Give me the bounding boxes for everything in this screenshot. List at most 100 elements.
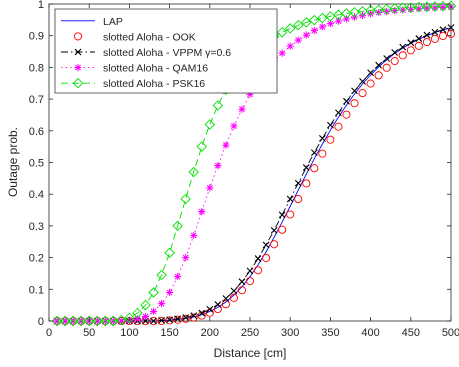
series-marker bbox=[174, 273, 182, 281]
series-marker bbox=[67, 315, 79, 327]
series-marker bbox=[212, 100, 224, 111]
y-tick-label: 0.6 bbox=[29, 126, 44, 138]
series-marker bbox=[367, 69, 374, 77]
x-tick-label: 350 bbox=[321, 327, 339, 339]
series-marker bbox=[148, 287, 159, 298]
series-marker bbox=[447, 24, 455, 31]
legend-label: LAP bbox=[103, 16, 123, 28]
series-marker bbox=[334, 122, 343, 131]
series-marker bbox=[92, 315, 103, 327]
series-marker bbox=[302, 31, 310, 39]
series-marker bbox=[423, 4, 431, 12]
x-tick-label: 400 bbox=[361, 327, 379, 339]
legend: LAP slotted Aloha - OOK slotted Aloha - VP… bbox=[54, 8, 278, 94]
series-line bbox=[57, 5, 452, 322]
series-marker bbox=[59, 315, 71, 327]
series-marker bbox=[230, 122, 238, 130]
series-marker bbox=[245, 277, 255, 286]
series-marker bbox=[141, 312, 150, 321]
series-marker bbox=[343, 97, 350, 105]
y-tick-label: 0.8 bbox=[29, 62, 44, 74]
series-marker bbox=[415, 5, 423, 13]
series-marker bbox=[350, 99, 359, 108]
series-marker bbox=[172, 220, 183, 232]
series-marker bbox=[75, 315, 87, 327]
series-marker bbox=[381, 3, 392, 15]
series-marker bbox=[158, 316, 165, 324]
series-marker bbox=[157, 299, 166, 308]
x-tick-label: 500 bbox=[442, 327, 459, 339]
series-marker bbox=[335, 109, 342, 117]
series-marker bbox=[405, 2, 417, 13]
y-tick-label: 0.4 bbox=[29, 189, 44, 201]
series-marker bbox=[437, 0, 449, 12]
series-marker bbox=[238, 278, 246, 286]
series-marker bbox=[213, 304, 222, 314]
series-marker bbox=[229, 293, 238, 302]
series-marker bbox=[399, 43, 407, 51]
series-marker bbox=[190, 312, 198, 319]
y-tick-label: 0.7 bbox=[29, 94, 44, 106]
series-marker bbox=[302, 164, 310, 171]
series-marker bbox=[164, 247, 175, 259]
series-marker bbox=[116, 314, 127, 326]
y-tick-label: 0.3 bbox=[29, 221, 44, 233]
series-marker bbox=[431, 4, 439, 12]
series-marker bbox=[190, 231, 198, 240]
series-marker bbox=[294, 179, 302, 187]
series-marker bbox=[132, 307, 143, 319]
series-marker bbox=[374, 71, 383, 80]
series-marker bbox=[302, 179, 311, 188]
series-marker bbox=[342, 110, 351, 119]
legend-label: slotted Aloha - OOK bbox=[103, 31, 196, 43]
y-tick-label: 0.9 bbox=[29, 31, 44, 43]
series-marker bbox=[375, 61, 383, 69]
series-marker bbox=[407, 5, 415, 13]
series-marker bbox=[133, 315, 142, 323]
series-marker bbox=[173, 315, 182, 324]
series-marker bbox=[375, 8, 383, 17]
x-axis-label: Distance [cm] bbox=[214, 346, 287, 360]
series-marker bbox=[423, 31, 431, 39]
series-marker bbox=[391, 7, 399, 15]
series-marker bbox=[383, 55, 391, 62]
series-marker bbox=[407, 39, 415, 47]
series-marker bbox=[397, 2, 408, 14]
series-marker bbox=[398, 51, 407, 60]
series-marker bbox=[222, 295, 230, 302]
series-marker bbox=[294, 194, 303, 204]
series-marker bbox=[334, 17, 343, 25]
series-marker bbox=[174, 315, 182, 323]
legend-box bbox=[54, 8, 278, 94]
series-marker bbox=[262, 253, 271, 262]
series-marker bbox=[237, 286, 247, 295]
series-marker bbox=[180, 193, 191, 205]
series-marker bbox=[284, 23, 296, 34]
series-marker bbox=[214, 301, 222, 308]
series-marker bbox=[61, 317, 69, 325]
legend-label: slotted Aloha - VPPM γ=0.6 bbox=[103, 47, 231, 59]
series-marker bbox=[358, 89, 367, 98]
series-marker bbox=[310, 149, 318, 157]
x-tick-label: 200 bbox=[201, 327, 219, 339]
y-tick-label: 0 bbox=[38, 316, 44, 328]
y-axis-label: Outage prob. bbox=[6, 127, 20, 197]
series-marker bbox=[415, 35, 423, 42]
series-marker bbox=[286, 195, 294, 203]
series-marker bbox=[430, 34, 439, 43]
series-marker bbox=[198, 309, 206, 317]
series-marker bbox=[83, 315, 95, 327]
series-marker bbox=[429, 1, 441, 12]
series-marker bbox=[286, 42, 294, 50]
y-tick-label: 0.5 bbox=[29, 158, 44, 170]
series-marker bbox=[108, 315, 119, 327]
series-marker bbox=[310, 164, 319, 173]
series-marker bbox=[373, 4, 384, 15]
series-marker bbox=[341, 8, 352, 19]
series-marker bbox=[342, 15, 351, 23]
series-marker bbox=[214, 162, 222, 170]
series-line bbox=[57, 27, 452, 322]
series-marker bbox=[206, 305, 214, 313]
series-marker bbox=[413, 1, 425, 13]
